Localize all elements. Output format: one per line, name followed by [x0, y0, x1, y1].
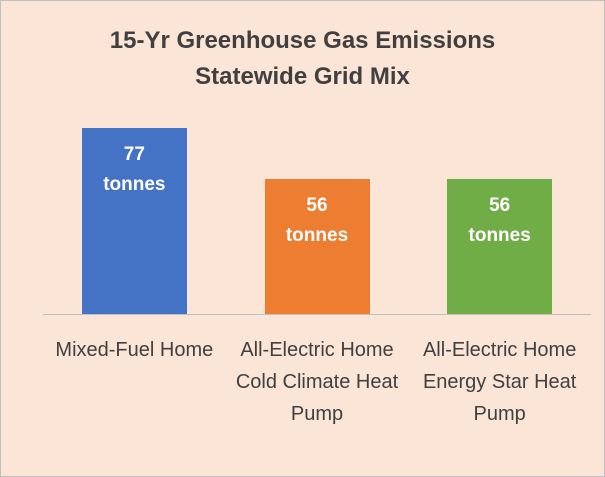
x-tick-label: All-Electric Home Cold Climate Heat Pump — [235, 339, 399, 425]
data-label: 56 tonnes — [285, 194, 349, 246]
data-label: 56 tonnes — [468, 194, 531, 246]
x-tick-label: All-Electric Home Energy Star Heat Pump — [422, 339, 577, 425]
bar — [264, 178, 370, 314]
x-axis-line — [43, 314, 591, 315]
bar — [81, 128, 187, 314]
bar — [447, 178, 553, 314]
data-label: 77 tonnes — [103, 144, 166, 196]
chart-title: 15-Yr Greenhouse Gas Emissions — [109, 27, 496, 54]
chart-title: Statewide Grid Mix — [195, 63, 410, 90]
x-tick-label: Mixed-Fuel Home — [55, 339, 214, 361]
